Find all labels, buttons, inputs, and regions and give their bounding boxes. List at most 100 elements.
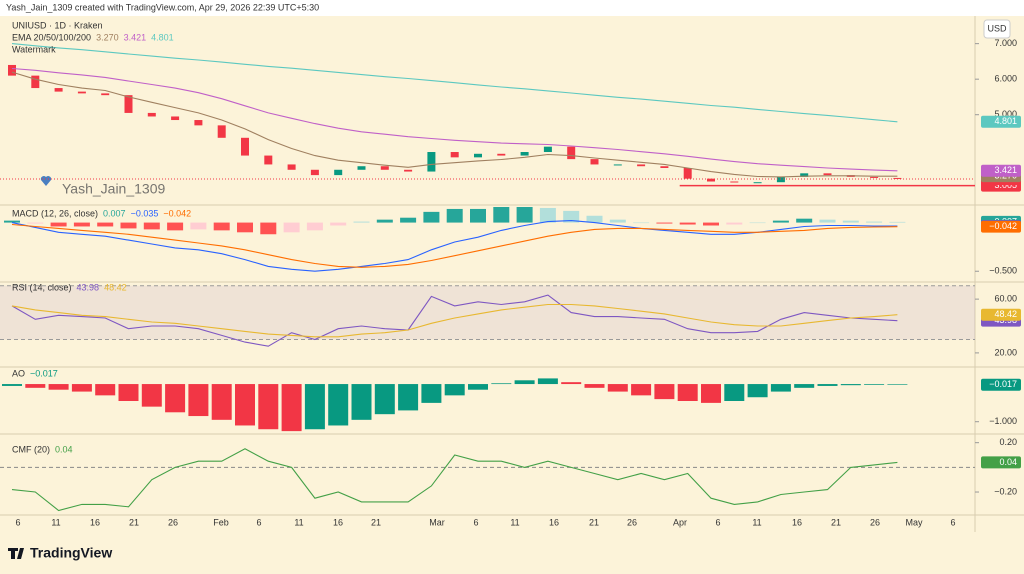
macd-histogram-bar: [376, 219, 393, 223]
ao-bar: [770, 384, 791, 392]
ao-bar: [747, 384, 768, 398]
ao-bar: [584, 384, 605, 388]
macd-histogram-bar: [330, 222, 347, 226]
candle: [264, 155, 273, 165]
x-tick-label: 6: [473, 517, 478, 527]
x-tick-label: 21: [129, 517, 139, 527]
legend-text: UNIUSD · 1D · Kraken: [12, 20, 103, 30]
macd-histogram-bar: [796, 218, 813, 223]
candle: [497, 153, 506, 156]
macd-histogram-bar: [353, 221, 370, 223]
ao-bar: [468, 384, 488, 390]
ao-bar: [211, 384, 232, 420]
candle: [520, 152, 529, 156]
value-label: 4.801: [994, 116, 1017, 126]
candle: [77, 91, 86, 94]
currency: USD: [987, 23, 1007, 33]
candle: [870, 176, 879, 178]
x-tick-label: 11: [752, 517, 761, 527]
brand: TradingView: [30, 545, 112, 561]
legend-text: 43.98: [77, 282, 100, 292]
x-tick-label: 26: [870, 517, 880, 527]
macd-histogram-bar: [563, 210, 580, 223]
x-tick-label: 16: [333, 517, 343, 527]
value-label-box: [981, 456, 1021, 469]
macd-histogram-bar: [703, 222, 719, 226]
ao-bar: [258, 384, 279, 430]
legend-text: 0.007: [103, 208, 126, 218]
macd-histogram-bar: [190, 222, 207, 230]
x-tick-label: 6: [950, 517, 955, 527]
value-label: 3.005: [994, 180, 1017, 190]
macd-histogram-bar: [143, 222, 160, 230]
ao-bar: [95, 384, 116, 396]
x-tick-label: 6: [15, 517, 20, 527]
ao-bar: [654, 384, 675, 400]
macd-histogram-bar: [493, 207, 510, 223]
ao-bar: [25, 384, 46, 388]
macd-histogram-bar: [539, 207, 556, 223]
macd-histogram-bar: [50, 222, 67, 227]
macd-histogram-bar: [866, 221, 883, 223]
x-tick-label: 6: [715, 517, 720, 527]
credit: Yash_Jain_1309 created with TradingView.…: [6, 2, 319, 12]
macd-histogram-bar: [470, 208, 486, 223]
ao-bar: [514, 380, 535, 385]
macd-histogram-bar: [446, 208, 463, 223]
macd-histogram-bar: [167, 222, 184, 231]
y-tick-label: 7.000: [994, 38, 1017, 48]
x-tick-label: 16: [792, 517, 802, 527]
value-label-box: [981, 308, 1021, 321]
ao-bar: [304, 384, 325, 430]
legend-text: RSI (14, close): [12, 282, 72, 292]
legend-text: MACD (12, 26, close): [12, 208, 98, 218]
candle: [450, 152, 459, 158]
macd-histogram-bar: [283, 222, 300, 233]
series-line: [11, 448, 898, 512]
ao-bar: [374, 384, 395, 415]
candle: [171, 116, 180, 121]
ao-bar: [864, 384, 885, 385]
candle: [124, 95, 133, 113]
x-tick-label: 26: [627, 517, 637, 527]
ao-bar: [444, 384, 465, 396]
candle: [217, 125, 226, 138]
series-line: [11, 67, 898, 172]
ao-bar: [71, 384, 92, 392]
candle: [147, 112, 156, 117]
macd-histogram-bar: [726, 222, 743, 225]
value-label: 0.04: [999, 457, 1017, 467]
x-tick-label: Mar: [429, 517, 445, 527]
ao-bar: [351, 384, 372, 420]
ao-bar: [631, 384, 652, 396]
candle: [54, 88, 63, 92]
legend-text: EMA 20/50/100/200: [12, 32, 91, 42]
ao-bar: [677, 384, 698, 401]
candle: [357, 166, 366, 170]
candle: [800, 173, 809, 177]
series-line: [11, 303, 898, 338]
macd-histogram-bar: [586, 215, 603, 223]
value-label: −0.042: [989, 221, 1017, 231]
series-line: [11, 71, 898, 178]
ao-bar: [188, 384, 209, 417]
macd-histogram-bar: [237, 222, 253, 233]
x-tick-label: 21: [371, 517, 381, 527]
currency-box: [983, 19, 1011, 39]
macd-histogram-bar: [609, 219, 626, 223]
candle: [380, 166, 389, 170]
macd-histogram-bar: [120, 222, 137, 229]
y-tick-label: −0.500: [989, 266, 1017, 276]
ao-bar: [607, 384, 628, 392]
x-tick-label: Feb: [213, 517, 229, 527]
candle: [707, 178, 715, 182]
legend-text: 3.270: [96, 32, 119, 42]
candle: [543, 146, 552, 153]
ao-bar: [421, 384, 442, 403]
macd-histogram-bar: [27, 222, 44, 224]
candle: [730, 181, 739, 183]
ao-bar: [235, 384, 255, 426]
x-tick-label: 21: [589, 517, 599, 527]
